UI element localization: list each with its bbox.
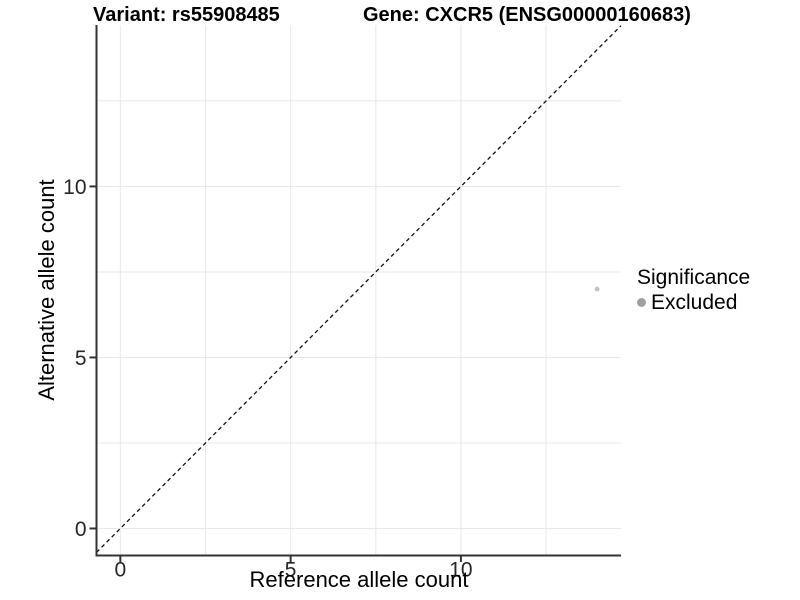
legend-items: Excluded <box>637 291 750 314</box>
legend-point-icon <box>637 298 646 307</box>
legend-item-label: Excluded <box>651 291 738 314</box>
data-point <box>594 286 600 292</box>
y-axis-title: Alternative allele count <box>34 179 59 401</box>
x-tick-label: 10 <box>449 559 472 582</box>
x-tick-label: 5 <box>285 559 297 582</box>
x-tick-label: 0 <box>114 559 126 582</box>
legend-item: Excluded <box>637 291 750 314</box>
legend: Significance Excluded <box>637 266 750 314</box>
x-axis-title: Reference allele count <box>249 567 469 592</box>
y-tick-label: 5 <box>75 347 87 370</box>
y-tick-label: 10 <box>63 176 86 199</box>
variant-title: Variant: rs55908485 <box>93 4 280 26</box>
identity-line <box>96 25 622 553</box>
y-tick-label: 0 <box>75 518 87 541</box>
gene-title: Gene: CXCR5 (ENSG00000160683) <box>363 4 691 26</box>
legend-title: Significance <box>637 266 751 289</box>
